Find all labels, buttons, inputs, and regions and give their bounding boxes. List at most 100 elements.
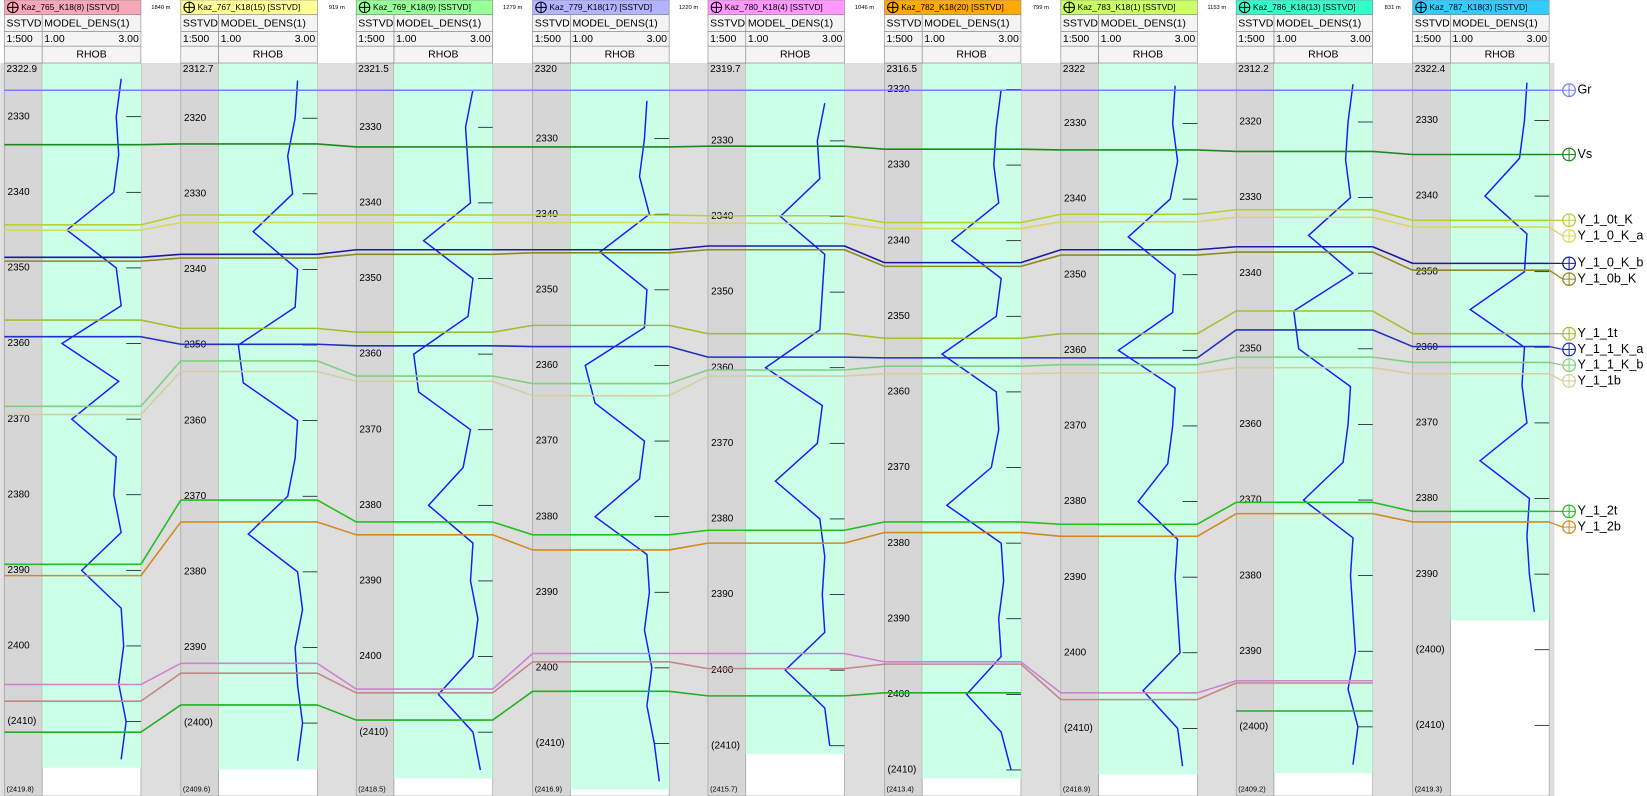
rhob-curve — [1292, 84, 1359, 765]
horizon-connector — [669, 529, 709, 536]
horizon-connector — [1197, 245, 1237, 251]
depth-tick-label: 2330 — [711, 136, 734, 147]
horizon-marker-cross — [1562, 520, 1576, 534]
horizon-connector — [140, 672, 182, 702]
horizon-connector — [1197, 682, 1237, 701]
horizon-label: Y_1_1_K_a — [1577, 342, 1643, 356]
depth-tick-label: (2410) — [536, 738, 565, 749]
header-cell — [393, 45, 494, 64]
horizon-connector — [492, 521, 533, 536]
horizon-connector — [140, 662, 182, 686]
depth-track — [355, 62, 395, 796]
depth-tick-label: 2340 — [1239, 268, 1262, 279]
header-cell — [745, 45, 845, 64]
horizon-marker-cross — [1562, 83, 1576, 97]
top-depth: 2312.7 — [183, 64, 214, 75]
depth-tick-label: 2340 — [711, 211, 734, 222]
well-icon-cross — [1415, 2, 1427, 13]
bottom-depth: (2413.4) — [887, 785, 914, 794]
depth-header: SSTVD — [1238, 17, 1273, 29]
bottom-depth: (2419.3) — [1415, 785, 1442, 794]
log-name: MODEL_DENS(1) — [1276, 17, 1361, 29]
horizon-connector — [1020, 521, 1061, 526]
well-distance: 1279 m — [503, 5, 522, 11]
depth-tick-label: 2330 — [1064, 118, 1087, 129]
depth-header: SSTVD — [358, 17, 393, 29]
horizon-connector — [492, 661, 534, 694]
horizon-connector — [492, 534, 533, 551]
scale-min: 1.00 — [924, 33, 945, 45]
horizon-connector — [1372, 329, 1413, 348]
rhob-curve — [60, 78, 127, 760]
scale-max: 3.00 — [1527, 33, 1548, 45]
horizon-marker-cross — [1562, 148, 1576, 161]
horizon-connector — [669, 245, 709, 251]
depth-tick-label: 2380 — [1239, 570, 1262, 581]
horizon-connector — [316, 672, 357, 694]
depth-header: SSTVD — [887, 17, 922, 29]
horizon-connector — [140, 319, 181, 330]
horizon-marker-cross — [1562, 374, 1576, 388]
top-depth: 2320 — [535, 64, 558, 75]
horizon-connector — [844, 372, 885, 377]
depth-tick-label: 2370 — [1064, 421, 1087, 432]
depth-tick-label: 2370 — [1239, 495, 1262, 506]
depth-header: SSTVD — [710, 17, 745, 29]
depth-tick-label: 2350 — [1239, 343, 1262, 354]
depth-tick-label: 2350 — [1064, 269, 1087, 280]
horizon-connector — [844, 531, 885, 544]
curve-name: RHOB — [780, 48, 810, 60]
depth-tick-label: 2350 — [711, 287, 734, 298]
depth-tick-label: 2370 — [359, 424, 382, 435]
depth-track — [180, 62, 219, 796]
horizon-label: Vs — [1577, 147, 1592, 161]
horizon-connector — [844, 214, 885, 224]
horizon-connector — [1197, 251, 1237, 256]
scale-min: 1.00 — [1101, 33, 1122, 45]
bottom-depth: (2409.6) — [183, 785, 210, 794]
scale-min: 1.00 — [396, 33, 417, 45]
curve-name: RHOB — [253, 48, 283, 60]
depth-tick-label: 2370 — [536, 436, 559, 447]
depth-tick-label: 2340 — [8, 187, 31, 198]
depth-tick-label: 2350 — [1416, 266, 1439, 277]
horizon-leader — [1548, 373, 1564, 382]
horizon-connector — [1372, 356, 1413, 364]
scale: 1:500 — [887, 33, 913, 45]
horizon-connector — [1020, 531, 1061, 538]
horizon-connector — [317, 704, 357, 721]
curve-name: RHOB — [76, 48, 106, 60]
well-name: Kaz_783_K18(1) [SSTVD] — [1078, 2, 1176, 12]
depth-track — [707, 62, 747, 796]
rhob-curve — [764, 102, 831, 746]
horizon-connector — [1020, 213, 1061, 224]
header-cell — [4, 45, 43, 64]
scale-min: 1.00 — [44, 33, 65, 45]
depth-tick-label: 2370 — [888, 462, 911, 473]
horizon-connector — [1196, 310, 1237, 335]
well-icon-cross — [1063, 2, 1075, 13]
horizon-marker-cross — [1562, 257, 1576, 270]
header-cell — [180, 45, 219, 64]
horizon-label: Y_1_0_K_b — [1577, 256, 1643, 270]
curve-name: RHOB — [1308, 48, 1338, 60]
scale: 1:500 — [1238, 33, 1264, 45]
log-name: MODEL_DENS(1) — [748, 17, 833, 29]
header-cell — [570, 45, 670, 64]
bottom-depth: (2418.9) — [1063, 785, 1090, 794]
horizon-connector — [668, 542, 709, 551]
depth-tick-label: 2330 — [1416, 115, 1439, 126]
depth-tick-label: 2370 — [1416, 418, 1439, 429]
horizon-connector — [1197, 149, 1237, 153]
horizon-connector — [668, 375, 709, 397]
horizon-connector — [140, 143, 181, 146]
top-depth: 2322.9 — [6, 64, 37, 75]
horizon-connector — [1020, 372, 1061, 375]
well-icon-cross — [535, 2, 547, 13]
well-name: Kaz_765_K18(8) [SSTVD] — [21, 2, 119, 12]
header-cell — [41, 45, 142, 64]
horizon-connector — [844, 332, 885, 340]
top-depth: 2319.7 — [710, 64, 741, 75]
header-cell — [707, 45, 747, 64]
